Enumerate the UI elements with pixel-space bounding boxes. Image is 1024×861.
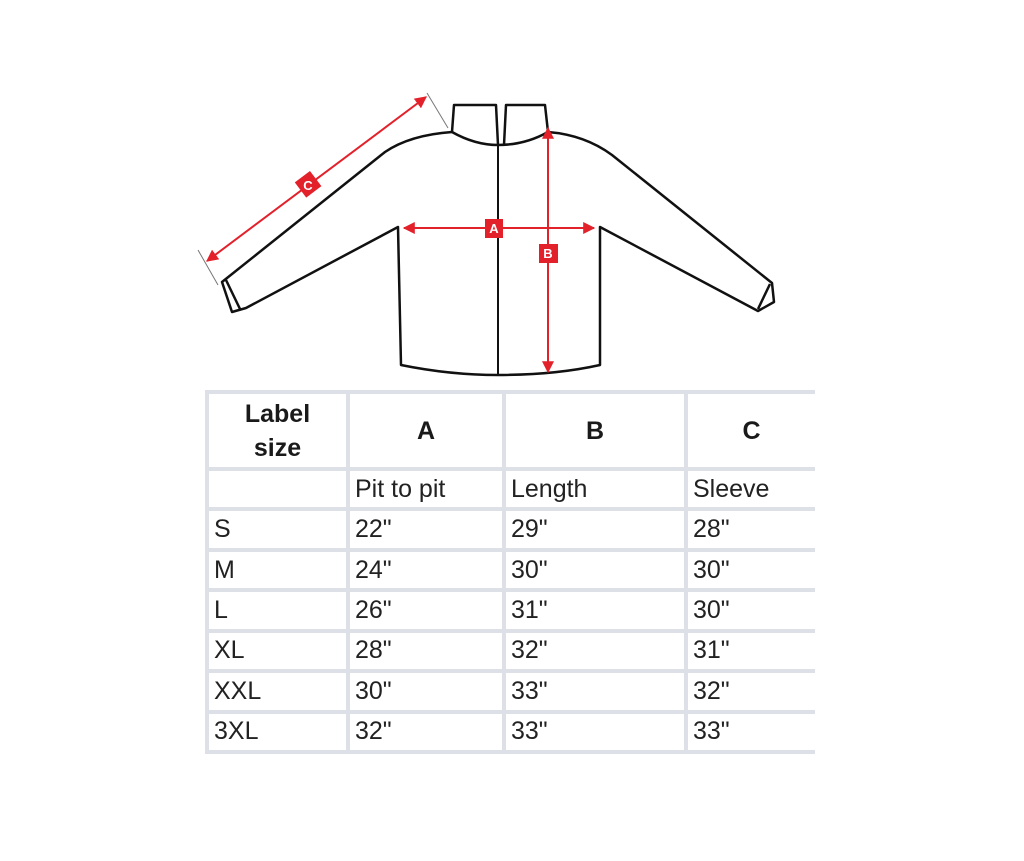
cell-size: L [209,592,346,629]
cell-size: XXL [209,673,346,710]
cell-length: 33" [506,673,684,710]
subheader-length: Length [506,471,684,508]
measure-guides [197,92,449,286]
arrow-a: A [402,219,596,238]
cell-pit-to-pit: 28" [350,632,502,670]
cell-sleeve: 31" [688,632,815,670]
marker-a-label: A [489,221,499,236]
arrow-c: C [206,96,427,262]
header-c: C [688,394,815,467]
cell-size: 3XL [209,713,346,750]
jacket-outline [220,103,776,377]
marker-c-label: C [303,178,313,193]
cell-pit-to-pit: 30" [350,673,502,710]
cell-pit-to-pit: 32" [350,713,502,750]
header-label-size: Label size [209,394,346,467]
cell-length: 33" [506,713,684,750]
subheader-size [209,471,346,508]
subheader-sleeve: Sleeve [688,471,815,508]
size-chart-table: Label size A B C Pit to pit Length Sleeve S 22" 2… [205,390,815,754]
subheader-pit-to-pit: Pit to pit [350,471,502,508]
cell-size: S [209,511,346,548]
cell-sleeve: 30" [688,551,815,589]
cell-pit-to-pit: 24" [350,551,502,589]
cell-pit-to-pit: 22" [350,511,502,548]
arrow-b: B [539,126,558,374]
cell-length: 30" [506,551,684,589]
cell-sleeve: 33" [688,713,815,750]
cell-sleeve: 28" [688,511,815,548]
header-b: B [506,394,684,467]
jacket-diagram: A B C [197,92,776,377]
cell-length: 31" [506,592,684,629]
cell-pit-to-pit: 26" [350,592,502,629]
cell-size: XL [209,632,346,670]
cell-length: 29" [506,511,684,548]
cell-length: 32" [506,632,684,670]
marker-b-label: B [543,246,552,261]
cell-size: M [209,551,346,589]
header-a: A [350,394,502,467]
cell-sleeve: 30" [688,592,815,629]
cell-sleeve: 32" [688,673,815,710]
